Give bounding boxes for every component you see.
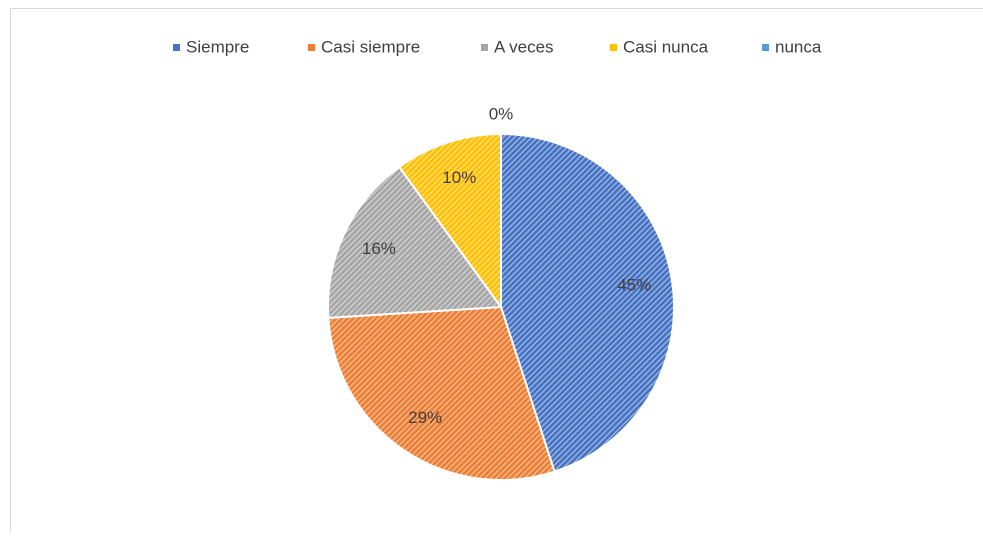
data-label: 10% — [442, 168, 476, 187]
data-label: 0% — [489, 104, 514, 123]
legend-label: nunca — [775, 37, 822, 56]
legend-swatch — [308, 44, 315, 51]
legend-label: A veces — [494, 37, 554, 56]
data-label: 16% — [362, 239, 396, 258]
legend-swatch — [173, 44, 180, 51]
legend-label: Casi siempre — [321, 37, 420, 56]
legend-label: Siempre — [186, 37, 249, 56]
legend-swatch — [610, 44, 617, 51]
legend-label: Casi nunca — [623, 37, 709, 56]
legend-swatch — [481, 44, 488, 51]
data-label: 29% — [408, 408, 442, 427]
legend-swatch — [762, 44, 769, 51]
data-label: 45% — [617, 275, 651, 294]
